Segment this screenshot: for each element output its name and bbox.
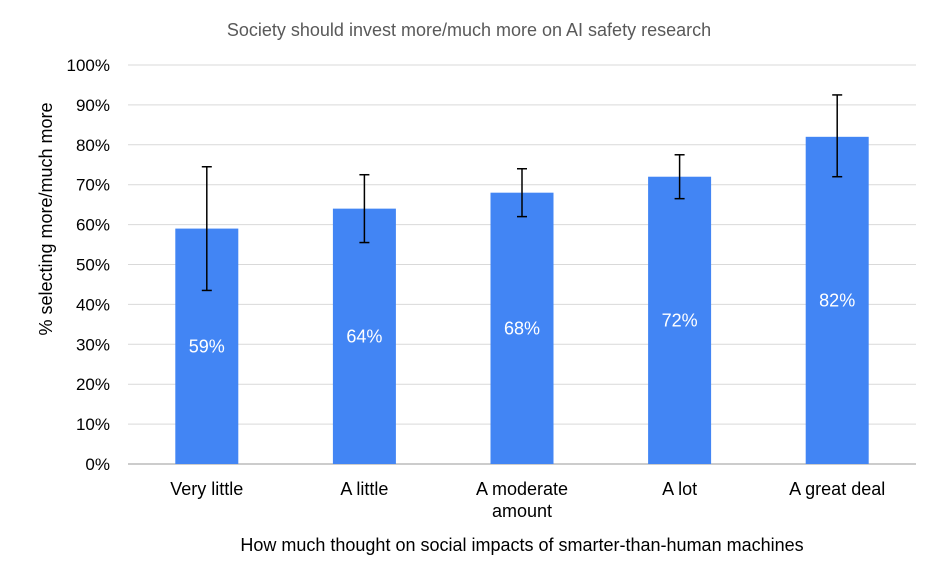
y-tick-label: 20% xyxy=(76,375,110,394)
x-tick-label-line: Very little xyxy=(170,479,243,499)
y-tick-label: 100% xyxy=(67,56,110,75)
x-tick-label: A lot xyxy=(662,479,697,499)
data-label: 82% xyxy=(819,290,855,310)
x-tick-label: A great deal xyxy=(789,479,885,499)
bar xyxy=(805,136,869,464)
x-tick-label-line: A moderate xyxy=(476,479,568,499)
bar xyxy=(648,176,712,464)
data-label: 68% xyxy=(504,318,540,338)
x-tick-label: A moderate amount xyxy=(476,479,568,521)
y-axis-ticks: 0% 10% 20% 30% 40% 50% 60% 70% 80% 90% 100% xyxy=(67,56,110,474)
data-label: 72% xyxy=(662,310,698,330)
y-tick-label: 40% xyxy=(76,295,110,314)
x-tick-label: A little xyxy=(340,479,388,499)
y-tick-label: 70% xyxy=(76,176,110,195)
y-tick-label: 0% xyxy=(85,455,110,474)
bar xyxy=(332,208,396,464)
y-axis-title: % selecting more/much more xyxy=(36,102,56,335)
x-tick-label-line: A lot xyxy=(662,479,697,499)
x-axis-ticks: Very little A little A moderate amount A lot… xyxy=(170,479,885,521)
y-tick-label: 30% xyxy=(76,335,110,354)
data-label: 64% xyxy=(346,326,382,346)
y-tick-label: 80% xyxy=(76,136,110,155)
y-tick-label: 10% xyxy=(76,415,110,434)
error-bars xyxy=(201,94,843,292)
data-label: 59% xyxy=(189,336,225,356)
bar xyxy=(490,192,554,464)
x-tick-label: Very little xyxy=(170,479,243,499)
x-tick-label-line: A little xyxy=(340,479,388,499)
bars xyxy=(175,136,869,464)
y-tick-label: 90% xyxy=(76,96,110,115)
x-axis-title: How much thought on social impacts of sm… xyxy=(240,535,803,555)
x-tick-label-line: amount xyxy=(492,501,552,521)
y-tick-label: 60% xyxy=(76,216,110,235)
data-labels: 59% 64% 68% 72% 82% xyxy=(189,290,855,356)
chart-title: Society should invest more/much more on … xyxy=(227,20,711,40)
x-tick-label-line: A great deal xyxy=(789,479,885,499)
y-tick-label: 50% xyxy=(76,256,110,275)
